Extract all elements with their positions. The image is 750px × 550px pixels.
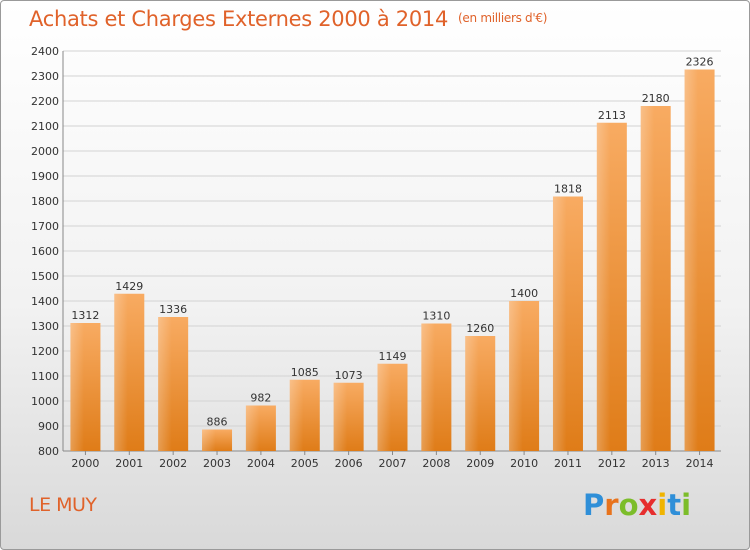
y-tick-label: 1700 xyxy=(31,220,59,233)
bar-highlight xyxy=(114,293,128,451)
bar-value-label: 1149 xyxy=(379,350,407,363)
place-name: LE MUY xyxy=(29,494,97,516)
bar-value-label: 1073 xyxy=(335,369,363,382)
bar-highlight xyxy=(640,106,655,451)
bar-value-label: 1312 xyxy=(71,309,99,322)
y-tick-label: 1300 xyxy=(31,320,59,333)
x-tick-label: 2001 xyxy=(115,457,143,470)
chart-title: Achats et Charges Externes 2000 à 2014 (e… xyxy=(29,7,547,31)
chart-subtitle: (en milliers d'€) xyxy=(458,11,548,25)
y-tick-label: 2200 xyxy=(31,95,59,108)
bar-highlight xyxy=(596,122,611,451)
y-tick-label: 2100 xyxy=(31,120,59,133)
x-tick-label: 2013 xyxy=(642,457,670,470)
x-tick-label: 2005 xyxy=(291,457,319,470)
x-tick-label: 2002 xyxy=(159,457,187,470)
proxiti-logo: Proxiti xyxy=(583,488,691,522)
bar-highlight xyxy=(158,317,172,451)
x-tick-label: 2010 xyxy=(510,457,538,470)
y-tick-label: 2300 xyxy=(31,70,59,83)
chart-title-text: Achats et Charges Externes 2000 à 2014 xyxy=(29,7,449,31)
logo-letter: i xyxy=(681,488,692,522)
x-tick-label: 2009 xyxy=(466,457,494,470)
bar-value-label: 2113 xyxy=(598,109,626,122)
y-tick-label: 1600 xyxy=(31,245,59,258)
bar-value-label: 2180 xyxy=(642,92,670,105)
logo-letter: o xyxy=(618,488,639,522)
y-tick-label: 1900 xyxy=(31,170,59,183)
bar-highlight xyxy=(202,429,216,451)
y-tick-label: 800 xyxy=(38,445,59,458)
logo-letter: i xyxy=(657,488,668,522)
x-tick-label: 2006 xyxy=(335,457,363,470)
x-tick-label: 2012 xyxy=(598,457,626,470)
x-tick-label: 2004 xyxy=(247,457,275,470)
bar-value-label: 2326 xyxy=(686,56,714,69)
x-tick-label: 2008 xyxy=(422,457,450,470)
bar-highlight xyxy=(377,363,391,451)
y-tick-label: 1100 xyxy=(31,370,59,383)
x-tick-label: 2014 xyxy=(686,457,714,470)
x-tick-label: 2007 xyxy=(379,457,407,470)
y-tick-label: 1200 xyxy=(31,345,59,358)
bar-highlight xyxy=(552,196,567,451)
y-tick-label: 1400 xyxy=(31,295,59,308)
y-tick-label: 1500 xyxy=(31,270,59,283)
logo-letter: P xyxy=(583,488,605,522)
bar-highlight xyxy=(70,323,84,451)
y-tick-label: 2400 xyxy=(31,45,59,58)
logo-letter: x xyxy=(638,488,658,522)
y-tick-label: 900 xyxy=(38,420,59,433)
bar-value-label: 982 xyxy=(250,392,271,405)
x-tick-label: 2003 xyxy=(203,457,231,470)
bar-value-label: 1310 xyxy=(422,310,450,323)
y-tick-label: 2000 xyxy=(31,145,59,158)
bar-highlight xyxy=(333,382,348,451)
bar-value-label: 1085 xyxy=(291,366,319,379)
bar-value-label: 1818 xyxy=(554,183,582,196)
bar-highlight xyxy=(421,323,435,451)
logo-letter: t xyxy=(667,488,682,522)
bar-highlight xyxy=(245,405,260,451)
bar-highlight xyxy=(289,379,304,451)
bar-highlight xyxy=(684,69,699,451)
bar-highlight xyxy=(509,301,523,451)
logo-letter: r xyxy=(604,488,619,522)
bar-value-label: 1260 xyxy=(466,322,494,335)
y-tick-label: 1800 xyxy=(31,195,59,208)
bar-value-label: 1336 xyxy=(159,303,187,316)
x-tick-label: 2000 xyxy=(71,457,99,470)
bar-value-label: 886 xyxy=(207,416,228,429)
bar-value-label: 1429 xyxy=(115,280,143,293)
x-tick-label: 2011 xyxy=(554,457,582,470)
y-tick-label: 1000 xyxy=(31,395,59,408)
bar-value-label: 1400 xyxy=(510,287,538,300)
bar-highlight xyxy=(465,336,479,451)
